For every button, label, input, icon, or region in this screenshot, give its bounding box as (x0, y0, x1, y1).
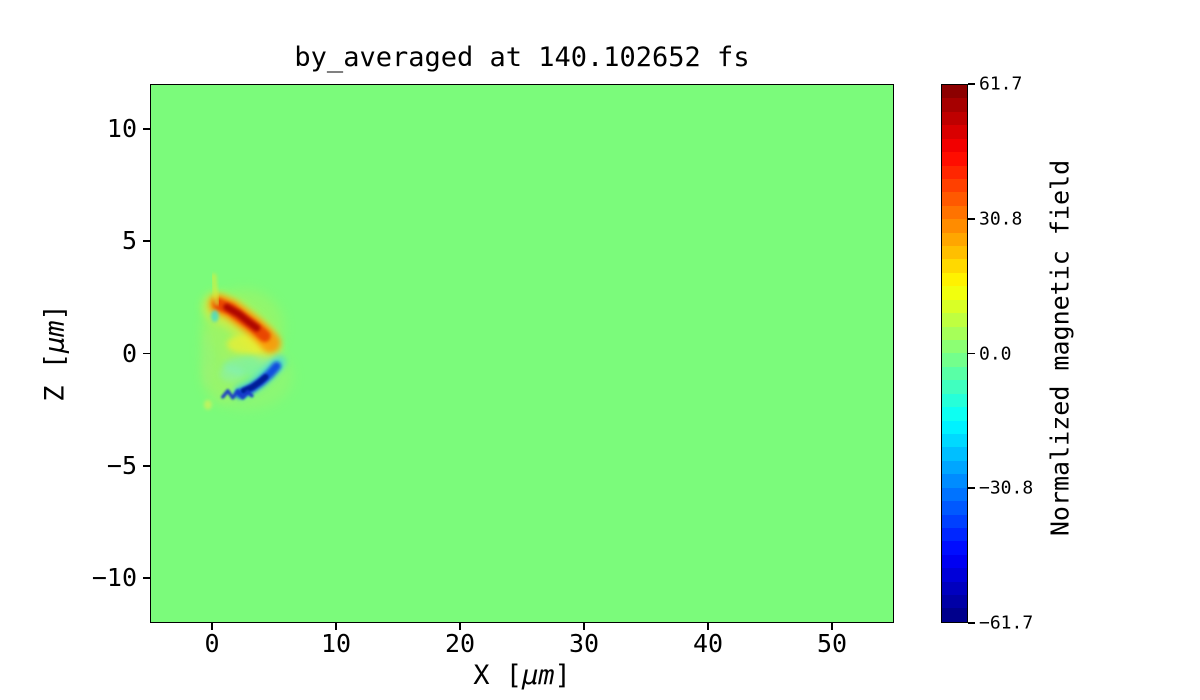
y-axis-label-post: ] (39, 304, 71, 321)
y-axis-label: Z [μm] (40, 304, 71, 402)
colorbar-tick-mark (968, 352, 975, 355)
colorbar (941, 84, 968, 623)
plot-area (150, 84, 894, 623)
colorbar-step (942, 527, 967, 542)
x-axis-label-post: ] (554, 660, 571, 691)
y-axis-label-pre: Z [ (39, 353, 71, 402)
colorbar-step (942, 313, 967, 327)
y-tick-label: 0 (121, 338, 137, 368)
colorbar-step (942, 219, 967, 233)
colorbar-step (942, 420, 967, 434)
colorbar-step (942, 447, 967, 461)
colorbar-step (942, 272, 967, 287)
x-tick-mark (335, 623, 337, 630)
colorbar-step (942, 111, 967, 126)
x-tick-label: 0 (204, 629, 220, 658)
colorbar-step (942, 487, 967, 502)
x-tick-mark (707, 623, 709, 630)
colorbar-step (942, 514, 967, 528)
y-tick-mark (143, 240, 150, 242)
colorbar-tick-label: 61.7 (979, 73, 1023, 95)
field-feature-stroke (210, 310, 219, 323)
y-tick-mark (143, 352, 150, 355)
field-feature-stroke (211, 273, 220, 306)
colorbar-step (942, 85, 967, 99)
x-tick-label: 20 (444, 629, 476, 658)
x-tick-label: 40 (692, 629, 724, 658)
colorbar-step (942, 474, 967, 488)
colorbar-step (942, 98, 967, 112)
y-tick-mark (143, 128, 150, 130)
plot-title: by_averaged at 140.102652 fs (294, 42, 750, 73)
colorbar-step (942, 407, 967, 421)
x-tick-mark (459, 623, 461, 630)
colorbar-step (942, 232, 967, 247)
colorbar-step (942, 608, 967, 622)
colorbar-label: Normalized magnetic field (1045, 159, 1075, 537)
colorbar-step (942, 178, 967, 193)
field-feature-stroke (221, 389, 254, 400)
colorbar-step (942, 340, 967, 354)
colorbar-step (942, 259, 967, 273)
y-tick-label: 10 (106, 113, 137, 143)
colorbar-tick-label: −61.7 (979, 612, 1034, 634)
colorbar-step (942, 541, 967, 555)
colorbar-step (942, 595, 967, 609)
colorbar-step (942, 433, 967, 448)
colorbar-step (942, 205, 967, 220)
field-heatmap-svg (200, 273, 293, 410)
field-feature-stroke (223, 303, 261, 332)
y-tick-label: −5 (106, 450, 137, 480)
field-feature-stroke (203, 399, 212, 410)
colorbar-tick-mark (968, 487, 975, 489)
colorbar-step (942, 366, 967, 381)
colorbar-step (942, 192, 967, 206)
colorbar-tick-mark (968, 622, 975, 624)
colorbar-tick-mark (968, 218, 975, 220)
colorbar-tick-label: 30.8 (979, 208, 1023, 230)
y-tick-label: 5 (121, 226, 137, 256)
colorbar-step (942, 554, 967, 569)
colorbar-step (942, 501, 967, 515)
x-tick-label: 50 (816, 629, 848, 658)
y-tick-mark (143, 577, 150, 579)
colorbar-tick-label: −30.8 (979, 477, 1034, 499)
colorbar-step (942, 380, 967, 394)
y-tick-label: −10 (91, 563, 137, 593)
field-feature-stroke (219, 365, 244, 382)
y-tick-mark (143, 465, 150, 467)
colorbar-tick-mark (968, 83, 975, 85)
x-tick-mark (583, 623, 585, 630)
colorbar-step (942, 353, 967, 367)
x-tick-label: 30 (568, 629, 600, 658)
colorbar-step (942, 326, 967, 341)
x-axis-label-pre: X [ (473, 660, 522, 691)
field-feature-stroke (240, 374, 269, 394)
colorbar-step (942, 165, 967, 179)
colorbar-step (942, 299, 967, 314)
colorbar-step (942, 138, 967, 153)
colorbar-step (942, 125, 967, 139)
x-tick-mark (211, 623, 213, 630)
colorbar-step (942, 246, 967, 260)
colorbar-step (942, 393, 967, 408)
x-tick-label: 10 (320, 629, 352, 658)
colorbar-step (942, 581, 967, 596)
y-axis-unit: μm (39, 320, 71, 353)
field-feature-stroke (200, 332, 213, 388)
colorbar-step (942, 152, 967, 166)
x-axis-label: X [μm] (150, 660, 894, 691)
x-axis-unit: μm (522, 660, 555, 691)
x-tick-mark (831, 623, 833, 630)
colorbar-step (942, 568, 967, 582)
colorbar-step (942, 460, 967, 475)
colorbar-tick-label: 0.0 (979, 343, 1012, 364)
colorbar-step (942, 286, 967, 300)
